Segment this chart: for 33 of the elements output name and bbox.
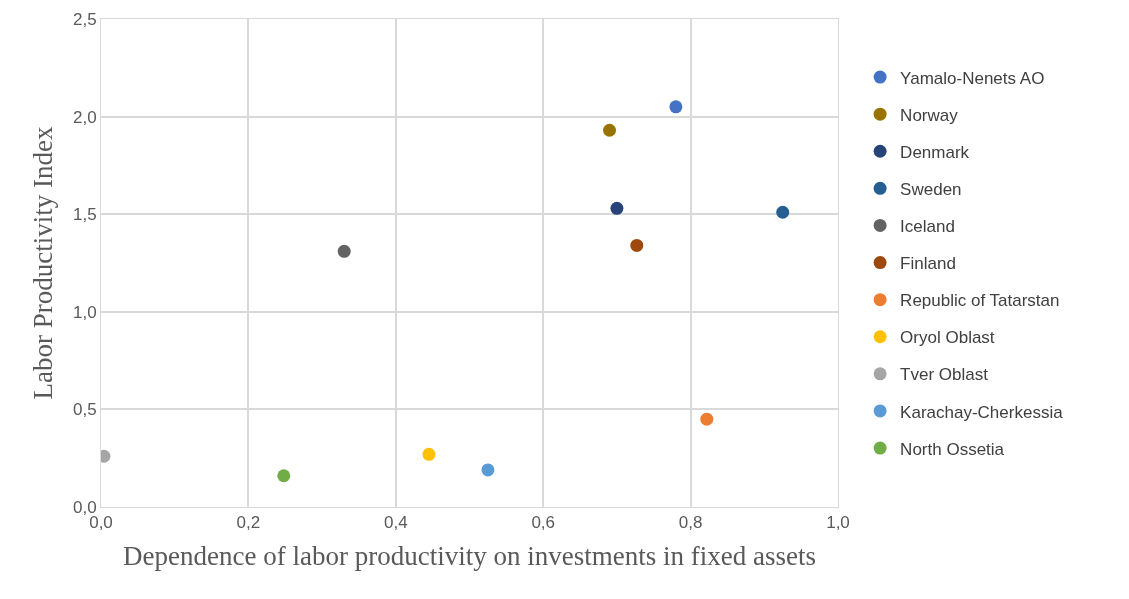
legend-label: Iceland — [900, 217, 955, 237]
x-tick-label: 1,0 — [826, 513, 850, 533]
point — [277, 469, 291, 483]
legend-label: Sweden — [900, 179, 962, 199]
legend-label: Yamalo-Nenets AO — [900, 68, 1045, 88]
legend-label: Finland — [900, 254, 956, 274]
y-tick-label: 2,5 — [72, 9, 97, 29]
point — [610, 201, 624, 215]
point — [669, 100, 683, 114]
y-tick-label: 1,0 — [72, 302, 97, 322]
point — [776, 205, 790, 219]
legend-label: Oryol Oblast — [900, 328, 995, 348]
x-tick-label: 0,4 — [383, 513, 408, 533]
x-tick-label: 0,6 — [531, 513, 556, 533]
legend-label: Karachay-Cherkessia — [900, 402, 1064, 422]
legend-label: Norway — [900, 105, 959, 125]
legend-label: Tver Oblast — [900, 365, 989, 385]
point — [700, 412, 714, 426]
y-axis-title: Labor Productivity Index — [28, 126, 59, 400]
point — [422, 447, 436, 461]
legend-label: North Ossetia — [900, 439, 1005, 459]
x-tick-label: 0,2 — [236, 513, 261, 533]
y-tick-label: 2,0 — [72, 107, 97, 127]
point — [481, 463, 495, 477]
legend-label: Republic of Tatarstan — [900, 291, 1060, 311]
point — [337, 244, 351, 258]
point — [630, 238, 644, 252]
legend-label: Denmark — [900, 142, 970, 162]
point — [603, 123, 617, 137]
y-tick-label: 0,5 — [72, 400, 97, 420]
x-tick-label: 0,8 — [678, 513, 703, 533]
y-tick-label: 1,5 — [72, 205, 97, 225]
x-axis-title: Dependence of labor productivity on investments in fixed assets — [123, 540, 816, 571]
